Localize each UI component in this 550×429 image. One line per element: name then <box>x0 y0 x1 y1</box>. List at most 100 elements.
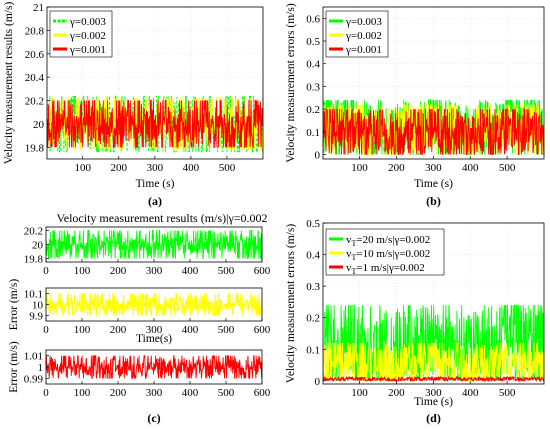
x-tick-label: 200 <box>110 265 127 277</box>
y-tick-label: 19.8 <box>25 142 45 154</box>
legend-entry: γ=0.002 <box>345 30 382 42</box>
y-tick-label: 10 <box>32 300 44 312</box>
legend: γ=0.003 γ=0.002 γ=0.001 <box>49 10 113 58</box>
x-tick-label: 300 <box>425 162 442 174</box>
legend-entry: vT=10 m/s|γ=0.002 <box>346 248 430 262</box>
legend: γ=0.003 γ=0.002 γ=0.001 <box>325 10 389 58</box>
y-axis-label: Error (m/s) <box>8 341 20 393</box>
x-tick-label: 500 <box>218 324 235 336</box>
x-tick-label: 300 <box>425 387 442 399</box>
data-series-a-2 <box>46 100 264 149</box>
x-tick-label: 100 <box>74 324 91 336</box>
legend-entry: γ=0.001 <box>69 44 106 56</box>
y-tick-label: 1.01 <box>24 351 43 363</box>
x-tick-label: 400 <box>182 387 199 399</box>
x-axis-label: Time (s) <box>414 396 453 408</box>
y-tick-label: 0.2 <box>306 313 320 325</box>
y-tick-label: 1 <box>38 362 44 374</box>
x-tick-label: 400 <box>462 387 479 399</box>
panel-label: (c) <box>147 411 160 425</box>
data-series-c2-0 <box>45 291 263 316</box>
panel-label: (b) <box>426 194 441 208</box>
x-tick-label: 500 <box>218 265 235 277</box>
chart-panel-b: 100 200 300 400 500 0 0.1 0.2 0.3 0.4 0.5 0.6 Time (… <box>285 3 545 208</box>
x-tick-label: 200 <box>388 162 405 174</box>
data-series-b-2 <box>322 108 545 156</box>
y-tick-label: 19.8 <box>24 254 44 266</box>
x-tick-label: 400 <box>182 324 199 336</box>
y-tick-label: 0.4 <box>306 250 320 262</box>
x-tick-label: 500 <box>499 387 516 399</box>
y-tick-label: 20.2 <box>25 96 44 108</box>
x-tick-label: 200 <box>388 387 405 399</box>
x-tick-label: 300 <box>147 162 164 174</box>
y-tick-label: 20.2 <box>24 226 43 238</box>
y-tick-label: 0.1 <box>306 127 320 139</box>
chart-panel-c1: 0 100 200 300 400 500 600 19.8 20 20.2 Velocity me… <box>24 211 271 277</box>
y-tick-label: 0.2 <box>306 104 320 116</box>
y-tick-label: 10.1 <box>24 289 43 301</box>
x-tick-label: 100 <box>74 162 91 174</box>
legend-entry: γ=0.001 <box>345 44 382 56</box>
x-tick-label: 400 <box>182 265 199 277</box>
x-tick-label: 100 <box>351 162 368 174</box>
chart-panel-a: 100 200 300 400 500 19.8 20 20.2 20.4 20.6 20.8 21 T… <box>3 2 264 208</box>
y-tick-label: 20.6 <box>25 49 45 61</box>
x-axis-label: Time (s) <box>136 178 175 190</box>
y-axis-label: Velocity measurement errors (m/s) <box>285 224 297 384</box>
y-tick-label: 20 <box>33 119 45 131</box>
y-tick-label: 9.9 <box>29 311 43 323</box>
y-tick-label: 0.99 <box>24 373 44 385</box>
y-axis-label: Velocity measurement results (m/s) <box>3 2 15 165</box>
data-series-b-1 <box>322 103 545 156</box>
y-tick-label: 20 <box>32 240 44 252</box>
data-series-d-1 <box>322 342 545 382</box>
legend-entry: γ=0.002 <box>69 30 106 42</box>
x-tick-label: 100 <box>74 387 91 399</box>
x-tick-label: 300 <box>146 387 163 399</box>
x-tick-label: 0 <box>43 265 49 277</box>
y-tick-label: 0 <box>315 376 321 388</box>
x-tick-label: 600 <box>254 265 271 277</box>
x-tick-label: 100 <box>351 387 368 399</box>
panel-label: (d) <box>426 411 441 425</box>
y-tick-label: 20.8 <box>25 25 45 37</box>
x-tick-label: 200 <box>110 324 127 336</box>
x-axis-label: Time (s) <box>414 178 453 190</box>
y-tick-label: 20.4 <box>25 72 45 84</box>
x-axis-label: Time(s) <box>136 333 172 345</box>
chart-title: Velocity measurement results (m/s)|γ=0.0… <box>56 211 267 225</box>
y-axis-label: Velocity measurement errors (m/s) <box>285 3 297 163</box>
legend-entry: vT=20 m/s|γ=0.002 <box>346 234 430 248</box>
y-tick-label: 0.3 <box>306 81 320 93</box>
y-tick-label: 0.1 <box>306 344 320 356</box>
x-tick-label: 400 <box>183 162 200 174</box>
x-tick-label: 200 <box>111 162 128 174</box>
x-tick-label: 200 <box>110 387 127 399</box>
y-axis-label: Error (m/s) <box>8 279 20 331</box>
y-tick-label: 0.6 <box>306 13 320 25</box>
y-tick-label: 0 <box>315 149 321 161</box>
legend-entry: γ=0.003 <box>69 16 106 28</box>
data-series-c1-0 <box>45 230 263 260</box>
x-tick-label: 600 <box>254 324 271 336</box>
x-tick-label: 500 <box>218 387 235 399</box>
x-tick-label: 500 <box>219 162 236 174</box>
y-tick-label: 21 <box>33 2 44 14</box>
y-tick-label: 0.5 <box>306 36 320 48</box>
legend-entry: vT=1 m/s|γ=0.002 <box>346 262 425 276</box>
legend-box <box>325 228 445 276</box>
panel-label: (a) <box>148 194 162 208</box>
y-tick-label: 0.4 <box>306 59 320 71</box>
chart-panel-d: 100 200 300 400 500 0 0.1 0.2 0.3 0.4 0.5 Time (s) V… <box>285 218 545 425</box>
data-series-d-2 <box>322 375 545 383</box>
x-tick-label: 100 <box>74 265 91 277</box>
x-tick-label: 500 <box>499 162 516 174</box>
y-tick-label: 0.3 <box>306 281 320 293</box>
data-series-c3-0 <box>45 354 263 379</box>
legend-entry: γ=0.003 <box>345 16 382 28</box>
